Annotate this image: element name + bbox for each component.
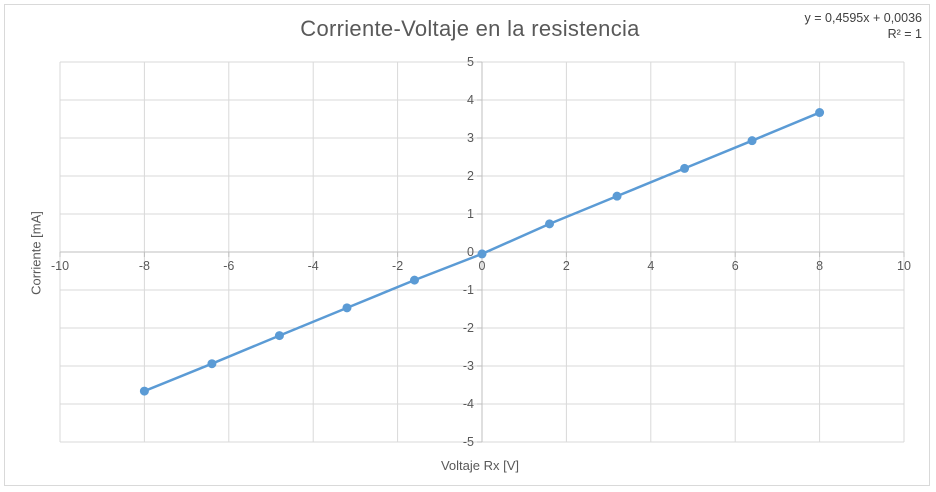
y-tick-label: 4 (467, 93, 474, 107)
x-tick-label: 8 (816, 259, 823, 273)
y-tick-label: -1 (463, 283, 474, 297)
y-tick-label: 5 (467, 55, 474, 69)
data-point (680, 163, 690, 173)
y-tick-label: 0 (467, 245, 474, 259)
data-point (342, 303, 352, 313)
x-tick-label: -4 (308, 259, 319, 273)
x-tick-label: -6 (223, 259, 234, 273)
y-tick-label: -5 (463, 435, 474, 449)
data-point (477, 249, 487, 259)
data-point (815, 108, 825, 118)
x-tick-label: -8 (139, 259, 150, 273)
x-tick-label: 2 (563, 259, 570, 273)
trendline-equation: y = 0,4595x + 0,0036 (804, 11, 922, 25)
data-point (207, 359, 217, 369)
x-tick-label: -10 (51, 259, 69, 273)
chart-title: Corriente-Voltaje en la resistencia (300, 16, 640, 41)
trendline-equation-box: y = 0,4595x + 0,0036 R² = 1 (805, 10, 922, 42)
y-tick-label: 3 (467, 131, 474, 145)
data-point (612, 191, 622, 201)
y-tick-label: 2 (467, 169, 474, 183)
trendline-r-squared: R² = 1 (887, 27, 922, 41)
y-tick-label: -3 (463, 359, 474, 373)
data-point (545, 219, 555, 229)
data-point (139, 386, 149, 396)
data-point (409, 275, 419, 285)
x-tick-label: 6 (732, 259, 739, 273)
x-tick-label: 4 (647, 259, 654, 273)
y-tick-label: 1 (467, 207, 474, 221)
data-point (747, 136, 757, 146)
y-tick-label: -4 (463, 397, 474, 411)
x-tick-label: -2 (392, 259, 403, 273)
x-tick-label: 10 (897, 259, 911, 273)
x-axis-label: Voltaje Rx [V] (440, 458, 520, 473)
data-point (274, 331, 284, 341)
x-tick-label: 0 (479, 259, 486, 273)
y-tick-label: -2 (463, 321, 474, 335)
chart-frame (4, 4, 930, 486)
